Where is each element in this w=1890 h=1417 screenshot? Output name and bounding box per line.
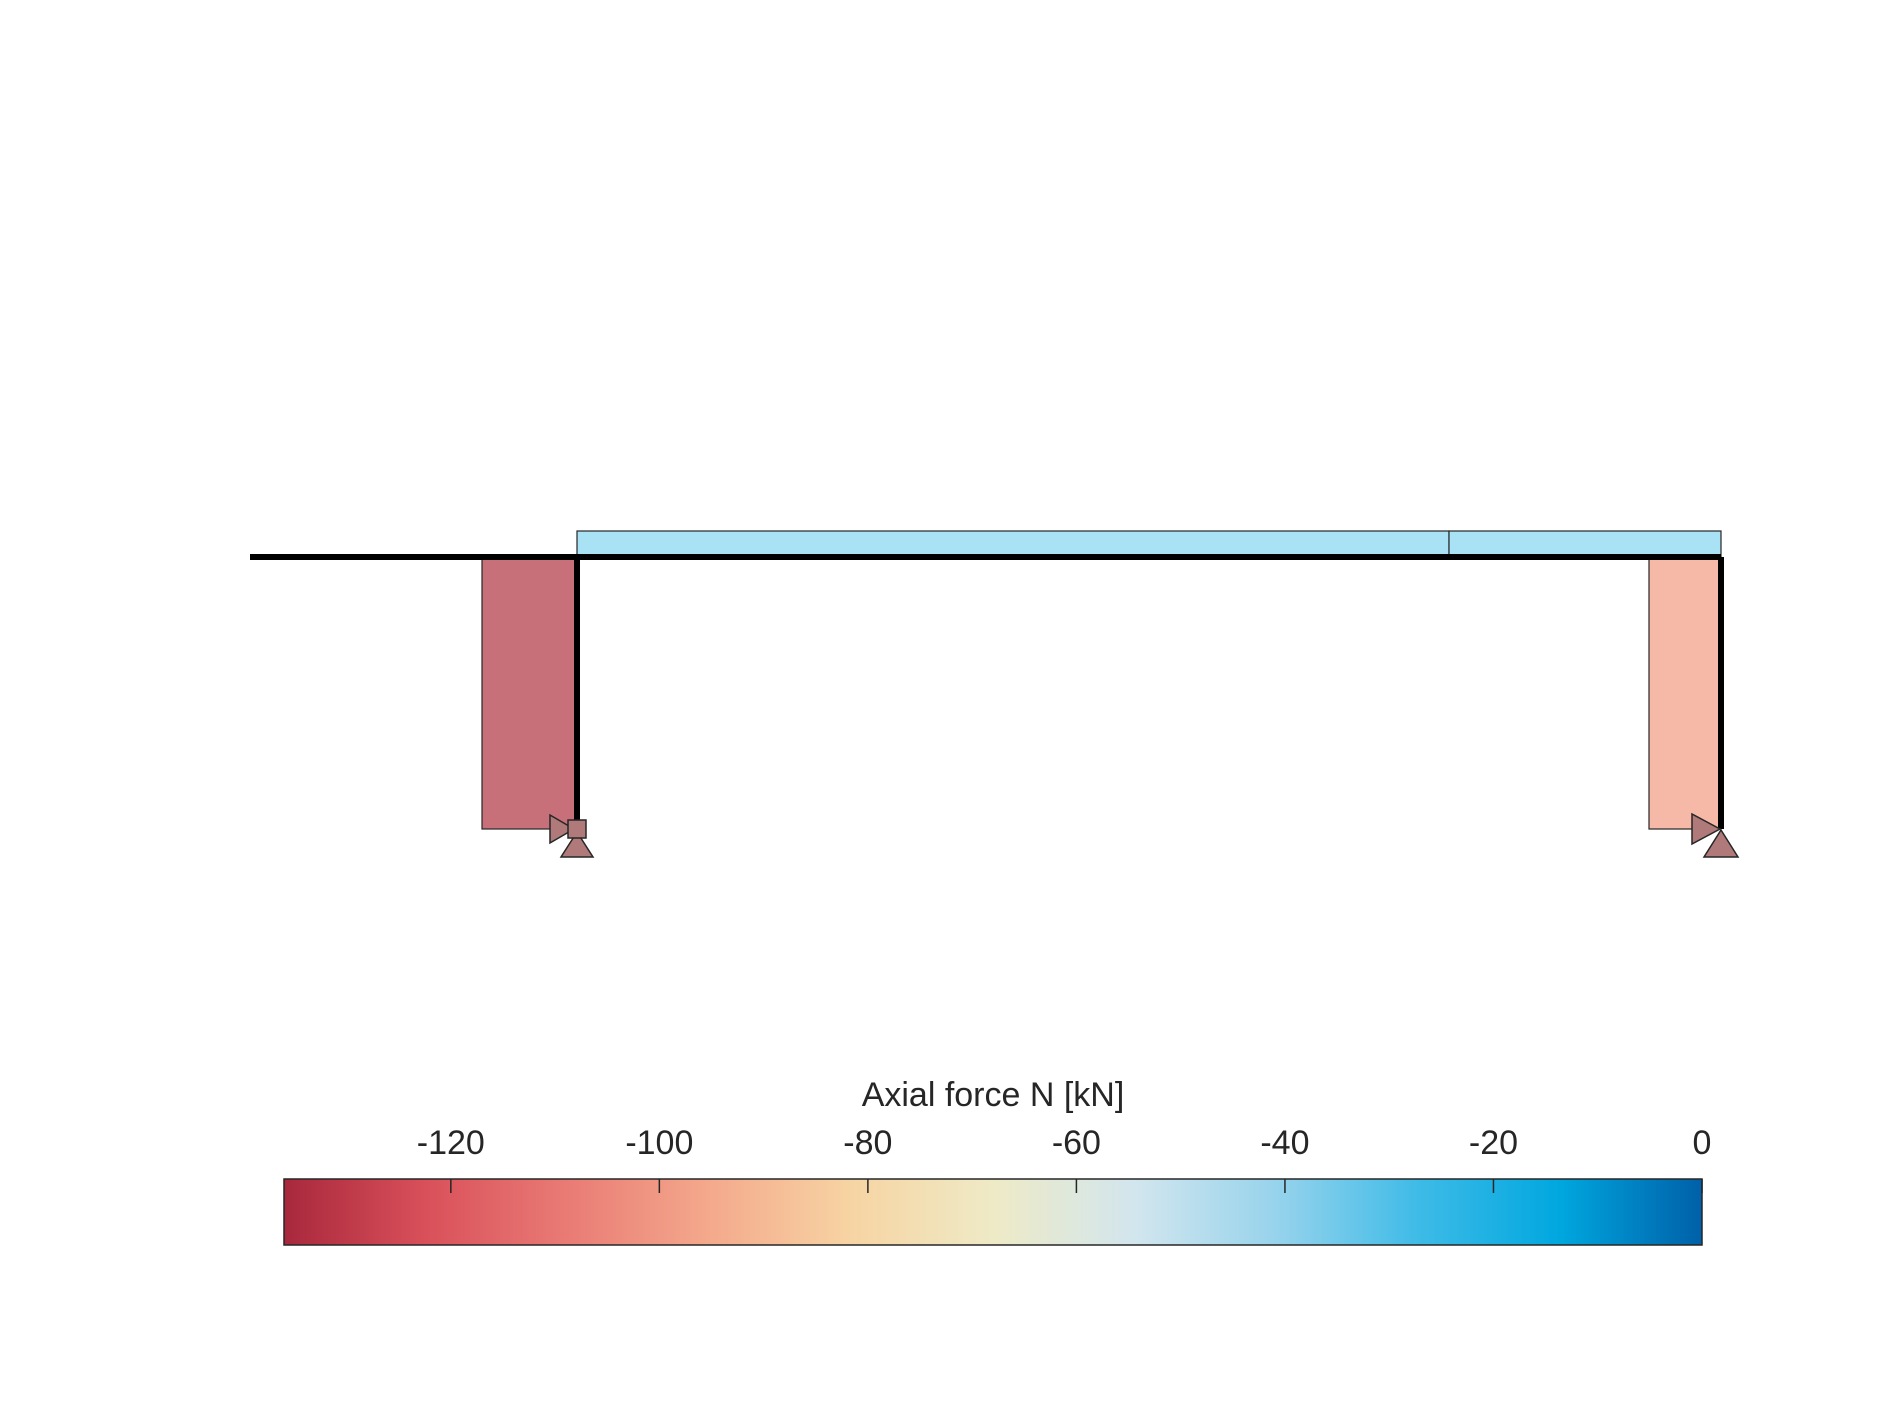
colorbar-tick-label: -40 <box>1260 1124 1309 1162</box>
right-support-icon <box>1691 812 1740 858</box>
right-support-pin-icon <box>1702 828 1740 858</box>
colorbar-ticks <box>450 1179 1703 1193</box>
left-support-pin-icon <box>559 830 595 858</box>
left-support-roller-icon <box>549 813 576 845</box>
left-support-clamp-icon <box>567 819 587 839</box>
left-column-axial-force-fill <box>481 556 578 830</box>
left-support-icon <box>549 813 595 858</box>
colorbar-gradient <box>283 1178 1703 1246</box>
colorbar-tick-label: -120 <box>417 1124 485 1162</box>
structure-plot <box>250 530 1740 858</box>
colorbar-tick-label: 0 <box>1693 1124 1712 1162</box>
colorbar: Axial force N [kN] -120 -100 -80 -60 -40 -20 0 <box>283 1076 1712 1246</box>
right-support-roller-icon <box>1691 812 1722 846</box>
beam-segment-1-axial-force-fill <box>576 530 1450 558</box>
colorbar-tick-label: -20 <box>1469 1124 1518 1162</box>
right-column-axial-force-fill <box>1648 556 1722 830</box>
colorbar-tick-label: -100 <box>625 1124 693 1162</box>
colorbar-tick-label: -80 <box>843 1124 892 1162</box>
colorbar-tick-labels: -120 -100 -80 -60 -40 -20 0 <box>417 1124 1712 1162</box>
colorbar-label: Axial force N [kN] <box>862 1076 1125 1114</box>
colorbar-tick-label: -60 <box>1052 1124 1101 1162</box>
beam-segment-2-axial-force-fill <box>1448 530 1722 558</box>
